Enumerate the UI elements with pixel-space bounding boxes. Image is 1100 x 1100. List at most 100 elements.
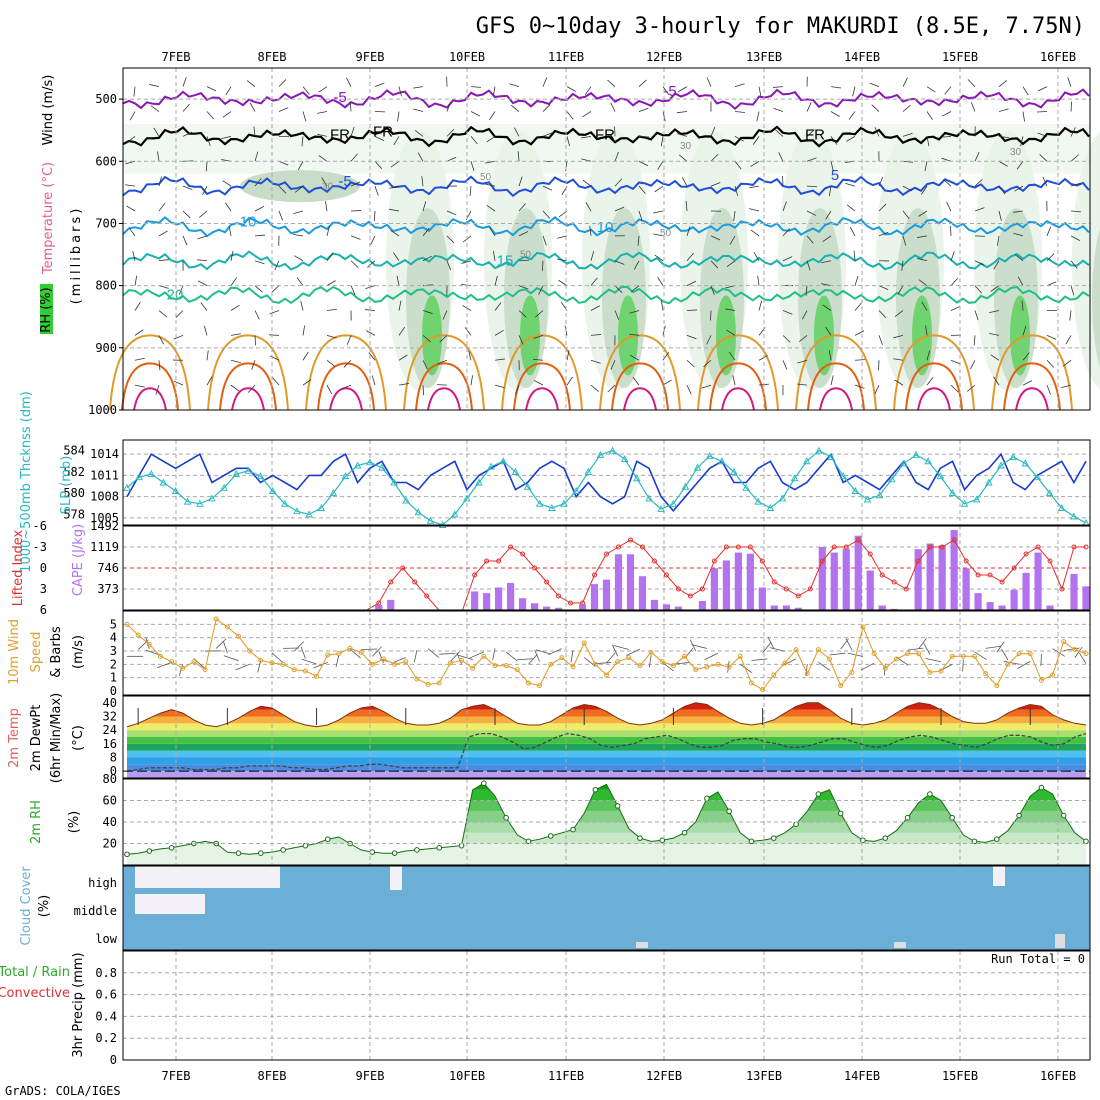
slp-frame [122,439,1091,526]
rh-point-70 [904,814,911,821]
li-point-30 [484,558,490,564]
wind-barb [630,354,640,361]
wind-barb [446,102,451,112]
wind10m-point-0 [124,621,130,627]
wind10m-barb-62 [818,661,831,671]
wind-barb [368,352,376,361]
wind-barb [393,252,400,261]
cape-bar-30 [483,593,491,610]
li-point-76 [1035,544,1041,550]
precip-tick-4: 0 [110,1053,117,1067]
wind10m-point-17 [314,673,320,679]
wind-barb [367,260,376,268]
cape-bar-73 [998,605,1006,610]
wind-barb [926,86,936,93]
wind10m-barb-55 [740,664,753,673]
wind-barb [830,375,834,386]
rh-series-line [126,782,1087,855]
wind-barb [902,104,911,112]
wind-barb [321,177,328,187]
wind-barb [902,133,913,137]
li-point-33 [520,551,526,557]
wind-barb [398,383,409,386]
rh-blob-mid-7 [1092,228,1100,368]
wind-barb [557,258,568,262]
wind-barb [558,210,568,218]
thickness-point-45 [669,499,678,507]
wind-barb [773,108,784,112]
wind-barb [756,111,760,122]
wind10m-point-51 [693,667,699,673]
isotherm-minus5-upper [122,88,1090,111]
wind-barb [894,379,904,386]
wind-barb [199,210,208,218]
wind-barb [822,235,832,242]
rh-blob-high-3 [716,295,736,376]
wind-barb [157,151,160,162]
wind-barb [370,235,376,246]
wind-barb [254,206,265,212]
wind-barb [1046,359,1055,368]
wind-barb [725,308,736,311]
wind-barb [686,309,698,311]
wind-barb [801,310,808,320]
cape-bar-79 [1070,573,1078,610]
wind-barb [893,358,904,361]
rh-label-1: (%) [67,811,82,834]
li-point-24 [412,579,418,585]
wind10m-point-18 [325,652,331,658]
wind-barb [518,335,524,345]
li-point-78 [1059,586,1065,592]
rh-point-62 [815,791,822,797]
wind-barb [729,235,736,245]
wind-barb [494,358,505,361]
wind10m-barb-45 [613,645,629,650]
wind-barb [374,136,385,141]
rh-point-74 [949,814,955,821]
wind-barb [1022,86,1029,96]
wind-barb [993,260,1000,270]
thickness-point-31 [499,457,508,465]
wind-barb [638,160,649,167]
wind-barb [173,335,184,340]
cape-bar-35 [542,606,551,610]
wind10m-point-1 [135,632,141,638]
wind-barb [158,176,162,187]
rh-point-72 [927,791,933,797]
wind-barb [805,285,808,296]
isotherm-35-loop-7 [819,387,853,411]
wind-barb [710,182,721,187]
thickness-tick-3: 578 [63,507,85,521]
thickness-point-18 [341,472,350,480]
wind-barb [1062,359,1072,367]
wind-barb [846,136,856,142]
wind10m-barb-58 [767,636,775,649]
wind10m-point-68 [882,665,888,671]
wind-barb [509,83,520,88]
wind-barb [806,260,811,271]
wind-barb [413,86,424,89]
li-point-38 [580,600,586,606]
wind-barb [941,136,952,138]
cape-bar-41 [614,554,623,610]
wind-barb [806,210,817,216]
wind10m-barb-77 [985,645,1002,649]
rh-band-5 [127,789,1086,801]
grads-credit: GrADS: COLA/IGES [5,1084,121,1098]
wind10m-point-15 [291,667,297,673]
wind-barb [158,310,168,318]
wind-barb [944,86,952,95]
thickness-point-27 [451,510,459,518]
wind-barb [825,326,832,336]
wind-barb [1046,253,1055,262]
precip-tick-1: 0.6 [95,988,117,1002]
wind-tick-2: 3 [110,644,117,658]
x-top-tick-label-7: 14FEB [844,50,880,64]
wind10m-point-13 [269,660,275,666]
wind-barb [230,250,234,261]
wind-barb [374,186,379,196]
thickness-point-21 [378,463,386,471]
wind10m-barb-53 [704,652,719,661]
thickness-point-37 [572,487,580,494]
x-bottom-tick-label-7: 14FEB [844,1069,880,1083]
